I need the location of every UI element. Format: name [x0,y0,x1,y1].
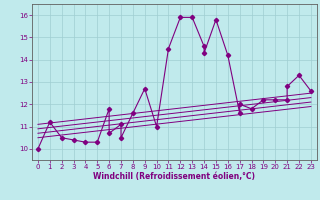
X-axis label: Windchill (Refroidissement éolien,°C): Windchill (Refroidissement éolien,°C) [93,172,255,181]
